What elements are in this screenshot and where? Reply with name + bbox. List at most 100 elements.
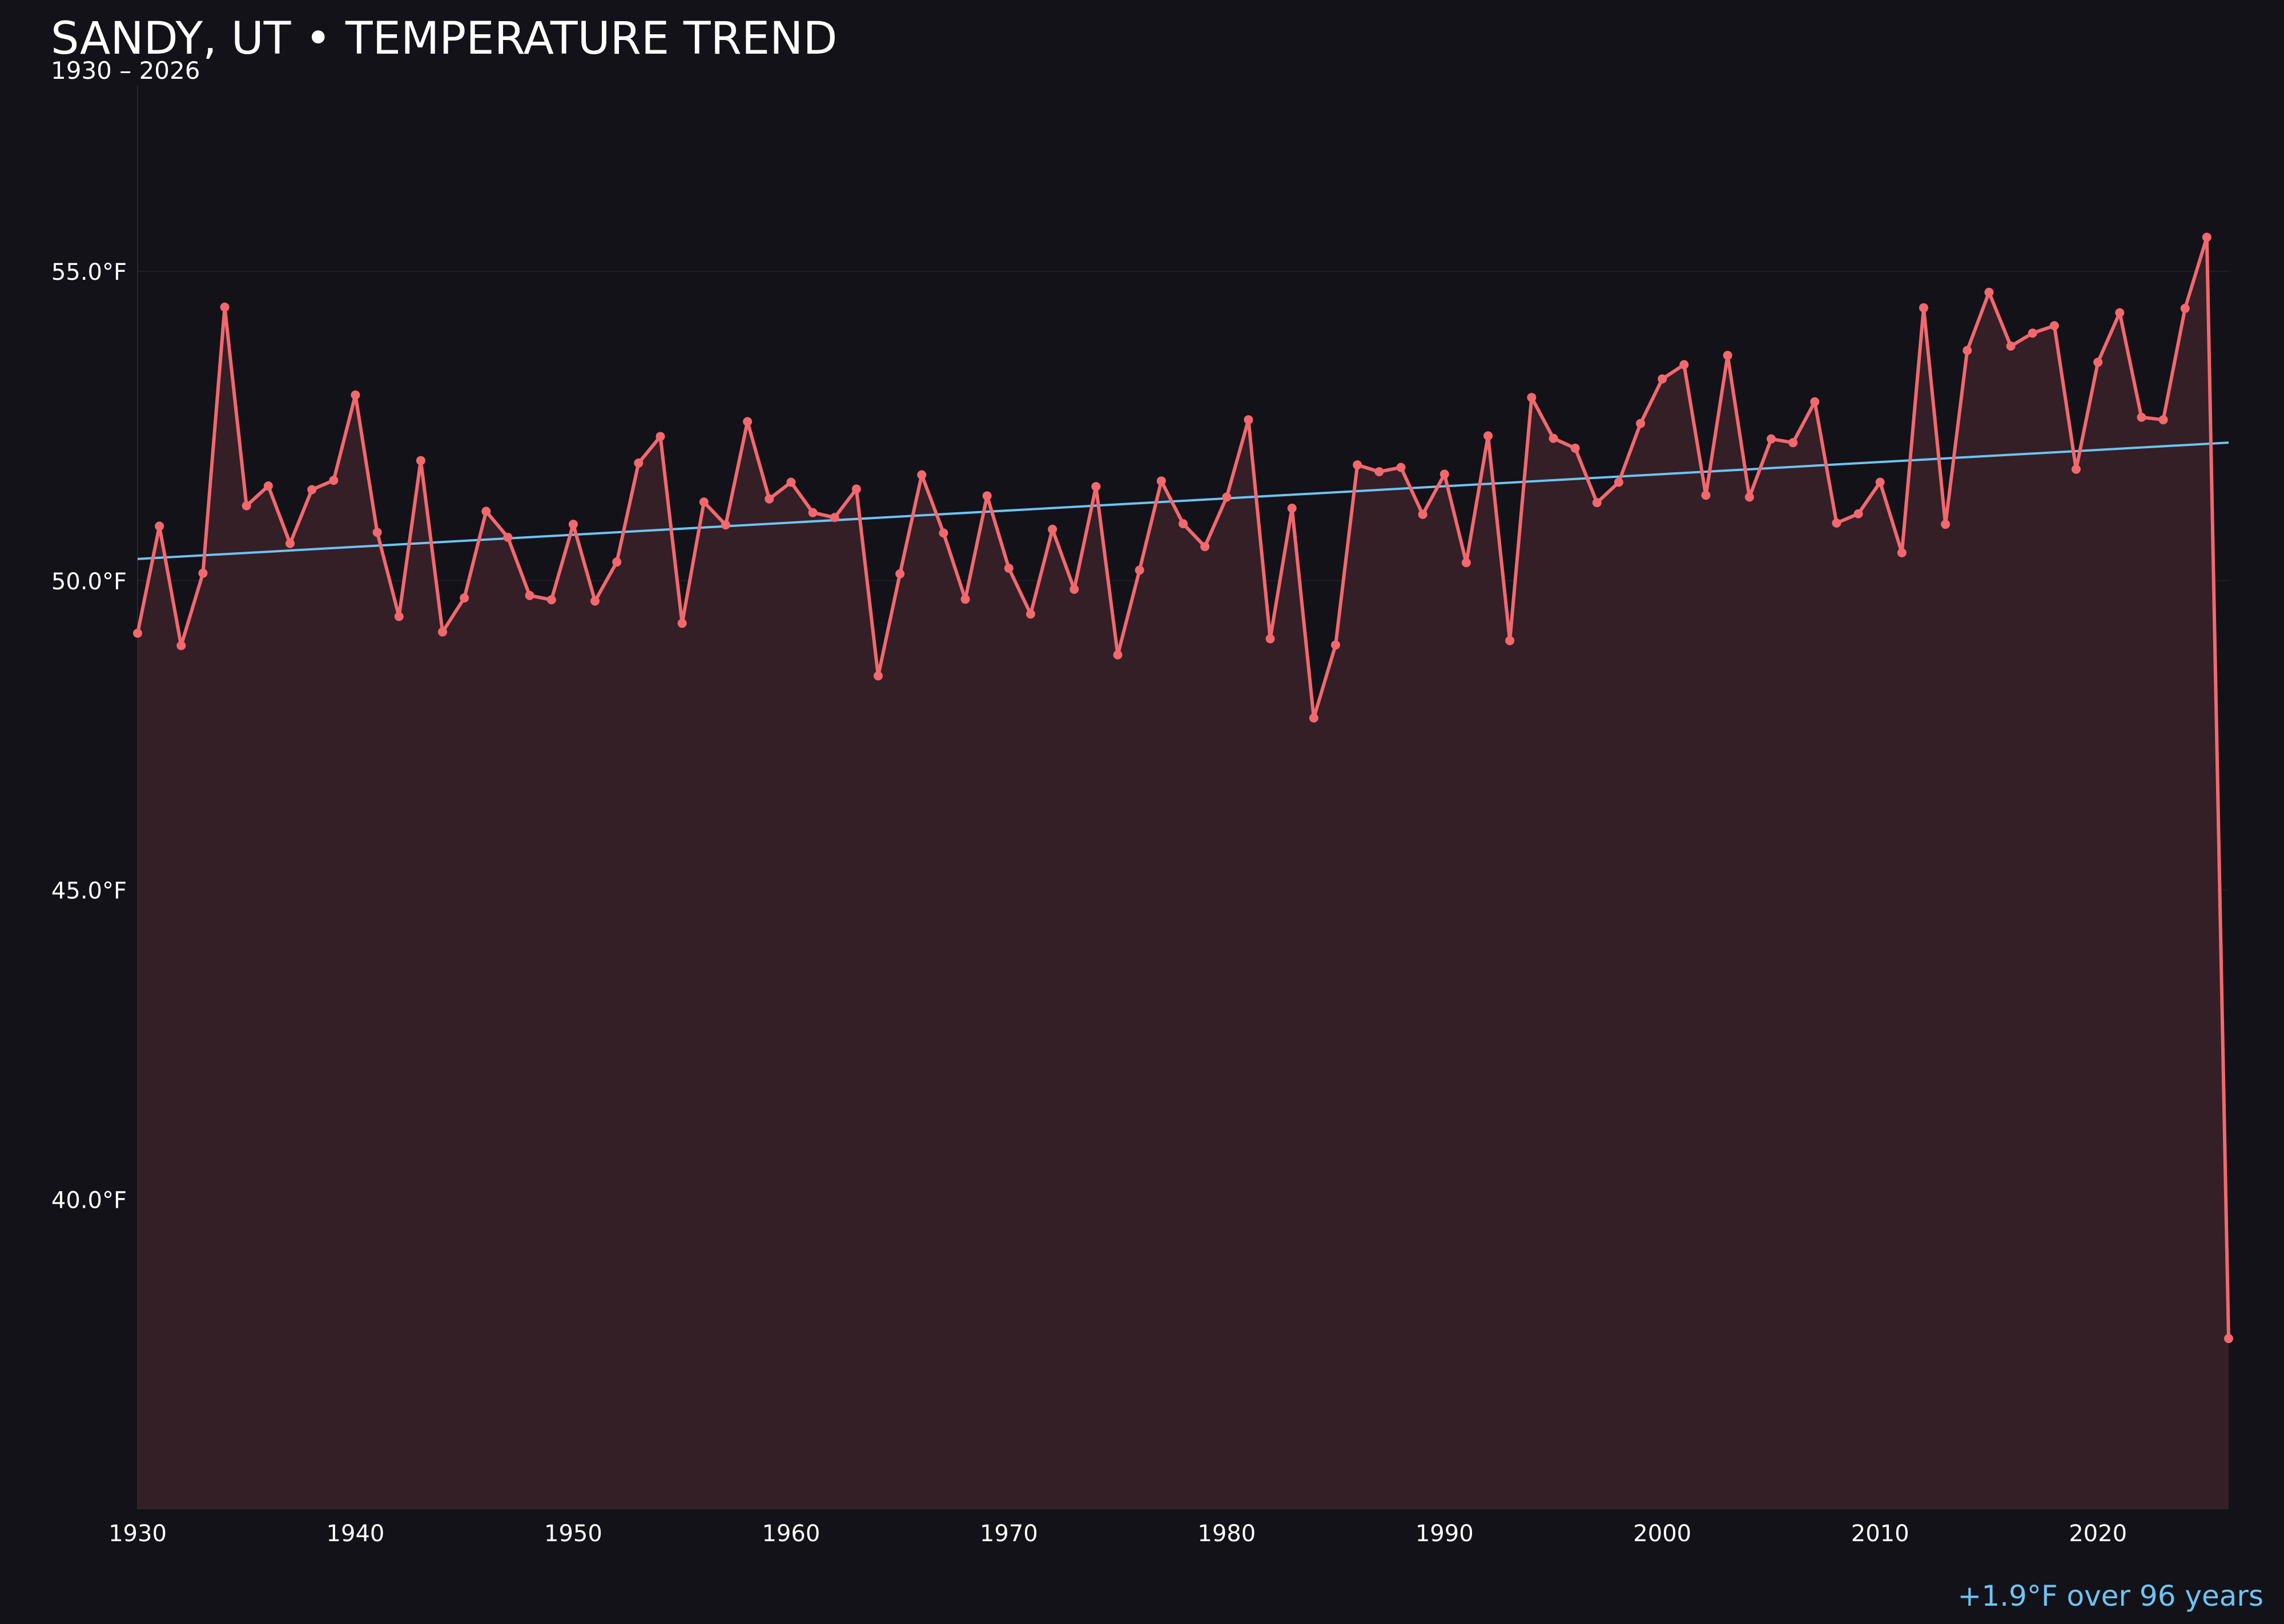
data-point bbox=[2137, 412, 2146, 422]
data-point bbox=[743, 417, 753, 427]
area-fill-path bbox=[138, 237, 2229, 1509]
y-tick-label: 55.0°F bbox=[51, 259, 127, 286]
data-point bbox=[1331, 640, 1341, 650]
data-point bbox=[1069, 584, 1079, 594]
data-point bbox=[1744, 492, 1754, 502]
x-tick-label: 2010 bbox=[1851, 1521, 1909, 1547]
data-point bbox=[830, 513, 839, 522]
data-point bbox=[198, 568, 208, 578]
data-point bbox=[525, 590, 534, 600]
data-point bbox=[634, 458, 644, 468]
data-point bbox=[873, 671, 883, 681]
chart-title: SANDY, UT • TEMPERATURE TREND bbox=[51, 13, 837, 65]
data-point bbox=[1200, 542, 1210, 552]
data-point bbox=[1788, 438, 1798, 448]
y-tick-label: 50.0°F bbox=[51, 569, 127, 595]
data-point bbox=[2006, 341, 2016, 351]
x-tick-labels: 1930 1940 1950 1960 1970 1980 1990 2000 2010 2020 bbox=[108, 1521, 2127, 1547]
data-point bbox=[1505, 636, 1515, 645]
data-point bbox=[1374, 467, 1384, 477]
data-point bbox=[2202, 232, 2211, 242]
data-point bbox=[1135, 565, 1144, 575]
y-tick-label: 45.0°F bbox=[51, 878, 127, 905]
data-point bbox=[1439, 469, 1449, 479]
data-point bbox=[1483, 431, 1493, 441]
data-point bbox=[2115, 308, 2125, 317]
x-tick-label: 2020 bbox=[2069, 1521, 2127, 1547]
data-point bbox=[1309, 713, 1318, 723]
data-point bbox=[1026, 609, 1035, 619]
data-point bbox=[1418, 509, 1427, 519]
data-point bbox=[307, 485, 317, 495]
y-tick-label: 40.0°F bbox=[51, 1187, 127, 1213]
data-point bbox=[2049, 321, 2059, 331]
data-point bbox=[939, 528, 948, 538]
data-point bbox=[155, 521, 164, 531]
data-point bbox=[1636, 419, 1646, 428]
data-point bbox=[1179, 519, 1188, 529]
data-point bbox=[2158, 415, 2168, 425]
trend-line bbox=[137, 441, 2229, 560]
data-point bbox=[765, 494, 774, 504]
data-point bbox=[1723, 351, 1732, 360]
data-point bbox=[2180, 304, 2190, 313]
data-point bbox=[699, 497, 709, 507]
data-point bbox=[2071, 464, 2081, 474]
data-point bbox=[394, 612, 404, 621]
x-tick-label: 1960 bbox=[762, 1521, 820, 1547]
data-point bbox=[220, 302, 230, 312]
data-point bbox=[438, 627, 448, 637]
area-fill bbox=[138, 237, 2229, 1509]
data-point bbox=[1461, 558, 1471, 568]
data-point bbox=[656, 432, 665, 441]
data-point bbox=[133, 628, 142, 638]
data-point bbox=[1832, 518, 1841, 528]
data-point bbox=[1527, 393, 1537, 403]
x-tick-label: 1930 bbox=[108, 1521, 167, 1547]
x-tick-label: 1980 bbox=[1197, 1521, 1256, 1547]
data-point bbox=[1570, 443, 1580, 453]
data-point bbox=[372, 528, 382, 537]
data-point bbox=[1091, 482, 1101, 492]
data-point bbox=[1287, 504, 1297, 513]
data-point bbox=[1701, 491, 1711, 500]
data-point bbox=[1549, 433, 1558, 443]
data-point bbox=[1113, 650, 1123, 660]
data-point bbox=[1658, 374, 1667, 384]
axes bbox=[137, 86, 2229, 1509]
data-point bbox=[1048, 524, 1057, 534]
data-points bbox=[133, 232, 2233, 1344]
data-point bbox=[851, 484, 861, 494]
data-point bbox=[1614, 477, 1623, 487]
data-point bbox=[917, 470, 927, 480]
data-point bbox=[1265, 634, 1275, 644]
data-point bbox=[1396, 463, 1406, 472]
data-point bbox=[329, 476, 339, 485]
trend-annotation: +1.9°F over 96 years bbox=[1957, 1579, 2263, 1613]
data-point bbox=[1984, 287, 1994, 297]
data-point bbox=[808, 508, 818, 517]
data-point bbox=[1353, 460, 1362, 470]
data-point bbox=[1897, 548, 1907, 558]
data-point bbox=[2224, 1334, 2233, 1344]
data-point bbox=[1875, 477, 1885, 487]
data-point bbox=[1941, 520, 1951, 529]
data-point bbox=[721, 520, 730, 530]
data-point bbox=[286, 538, 295, 548]
data-point bbox=[1853, 509, 1863, 518]
data-point bbox=[2028, 328, 2037, 338]
trend-line-segment bbox=[137, 441, 2229, 560]
data-point bbox=[416, 456, 425, 465]
data-point bbox=[677, 618, 687, 628]
y-tick-labels: 40.0°F 45.0°F 50.0°F 55.0°F bbox=[51, 259, 127, 1213]
data-point bbox=[481, 507, 491, 516]
chart-subtitle: 1930 – 2026 bbox=[51, 57, 200, 85]
data-point bbox=[982, 491, 992, 501]
data-point bbox=[1004, 564, 1014, 573]
data-point bbox=[590, 596, 600, 606]
x-tick-label: 1990 bbox=[1416, 1521, 1474, 1547]
data-point bbox=[460, 593, 469, 603]
data-point bbox=[1592, 498, 1602, 508]
data-point bbox=[1222, 492, 1232, 502]
